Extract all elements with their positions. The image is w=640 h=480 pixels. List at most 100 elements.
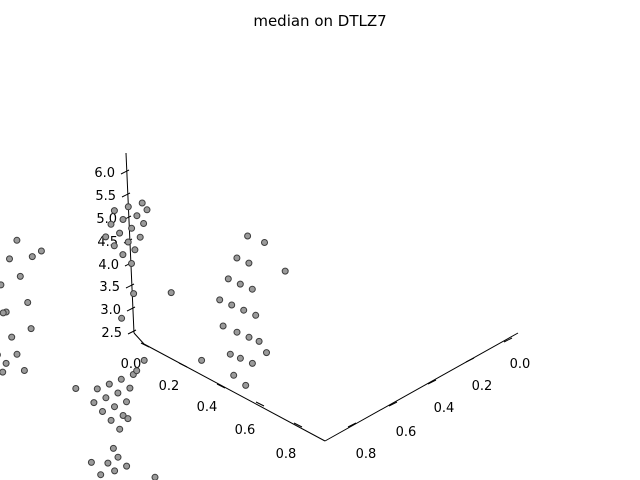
data-point xyxy=(128,260,135,267)
data-point xyxy=(124,238,132,246)
x-tick-label: 0.8 xyxy=(276,447,297,462)
y-tick-1 xyxy=(465,357,475,363)
data-point xyxy=(131,246,139,254)
data-point xyxy=(140,220,148,227)
data-point xyxy=(0,281,5,289)
data-point xyxy=(143,206,151,214)
data-points xyxy=(0,199,289,480)
y-tick-2 xyxy=(427,379,437,385)
data-point xyxy=(281,267,289,275)
data-point xyxy=(236,354,244,362)
y-tick-3 xyxy=(388,401,398,407)
y-axis-line xyxy=(324,332,519,442)
data-point xyxy=(27,325,35,333)
z-tick-2 xyxy=(125,283,135,289)
y-tick-label: 0.2 xyxy=(472,379,493,394)
data-point xyxy=(252,311,260,319)
z-tick-6 xyxy=(121,192,131,198)
data-point xyxy=(28,253,36,261)
data-point xyxy=(198,356,206,364)
data-point xyxy=(140,356,148,364)
data-point xyxy=(263,349,270,357)
data-point xyxy=(248,285,256,293)
data-point xyxy=(236,280,244,288)
z-tick-0 xyxy=(127,329,137,335)
data-point xyxy=(13,350,21,358)
data-point xyxy=(228,301,236,309)
data-point xyxy=(107,220,115,228)
x-tick-2 xyxy=(216,383,226,389)
z-tick-label: 2.5 xyxy=(101,326,122,341)
data-point xyxy=(123,398,130,406)
data-point xyxy=(114,453,122,461)
data-point xyxy=(20,367,28,374)
data-point xyxy=(151,473,159,480)
data-point xyxy=(136,233,144,241)
y-tick-label: 0.6 xyxy=(396,425,417,440)
z-tick-7 xyxy=(120,169,130,175)
data-point xyxy=(119,251,127,259)
data-point xyxy=(133,212,141,220)
data-point xyxy=(224,275,232,283)
data-point xyxy=(240,306,248,314)
data-point xyxy=(90,399,98,407)
data-point xyxy=(245,333,253,341)
data-point xyxy=(13,236,21,244)
data-point xyxy=(261,239,268,246)
y-tick-label: 0.4 xyxy=(434,401,455,416)
data-point xyxy=(123,462,131,470)
x-tick-label: 0.4 xyxy=(197,400,218,415)
y-tick-label: 0.0 xyxy=(510,357,531,372)
x-tick-3 xyxy=(255,401,265,407)
data-point xyxy=(226,350,234,358)
y-tick-4 xyxy=(347,422,357,428)
data-point xyxy=(117,375,125,383)
z-tick-label: 3.5 xyxy=(99,280,120,295)
data-point xyxy=(118,314,126,322)
data-point xyxy=(104,459,112,467)
data-point xyxy=(8,333,16,341)
x-tick-0 xyxy=(140,342,150,348)
data-point xyxy=(114,389,122,397)
data-point xyxy=(6,255,13,263)
data-point xyxy=(245,259,253,267)
z-tick-label: 4.0 xyxy=(98,258,119,273)
tick-labels: 0.00.20.40.60.80.00.20.40.60.82.53.03.54… xyxy=(94,166,530,462)
z-tick-1 xyxy=(126,306,136,312)
data-point xyxy=(233,254,241,262)
x-axis-line xyxy=(143,343,326,442)
data-point xyxy=(102,394,110,402)
data-point xyxy=(116,425,124,433)
data-point xyxy=(37,247,45,255)
data-point xyxy=(0,309,7,317)
data-point xyxy=(216,296,224,304)
axes xyxy=(120,152,519,442)
z-axis-foot xyxy=(133,332,145,345)
data-point xyxy=(102,233,110,241)
z-tick-label: 6.0 xyxy=(94,166,115,181)
data-point xyxy=(167,289,175,297)
data-point xyxy=(248,359,256,367)
data-point xyxy=(138,199,146,207)
z-tick-label: 3.0 xyxy=(100,303,121,318)
x-tick-label: 0.2 xyxy=(159,379,180,394)
data-point xyxy=(72,385,80,392)
data-point xyxy=(230,371,238,379)
x-tick-4 xyxy=(293,422,303,428)
z-tick-label: 5.5 xyxy=(95,189,116,204)
data-point xyxy=(16,272,24,280)
data-point xyxy=(219,322,227,330)
x-tick-label: 0.6 xyxy=(235,423,256,438)
data-point xyxy=(124,203,132,211)
data-point xyxy=(109,444,117,452)
data-point xyxy=(119,412,127,419)
data-point xyxy=(87,458,95,466)
data-point xyxy=(255,337,263,345)
data-point xyxy=(93,385,101,393)
data-point xyxy=(24,299,32,306)
data-point xyxy=(133,367,141,375)
chart-title: median on DTLZ7 xyxy=(253,12,386,30)
y-tick-0 xyxy=(503,337,513,343)
